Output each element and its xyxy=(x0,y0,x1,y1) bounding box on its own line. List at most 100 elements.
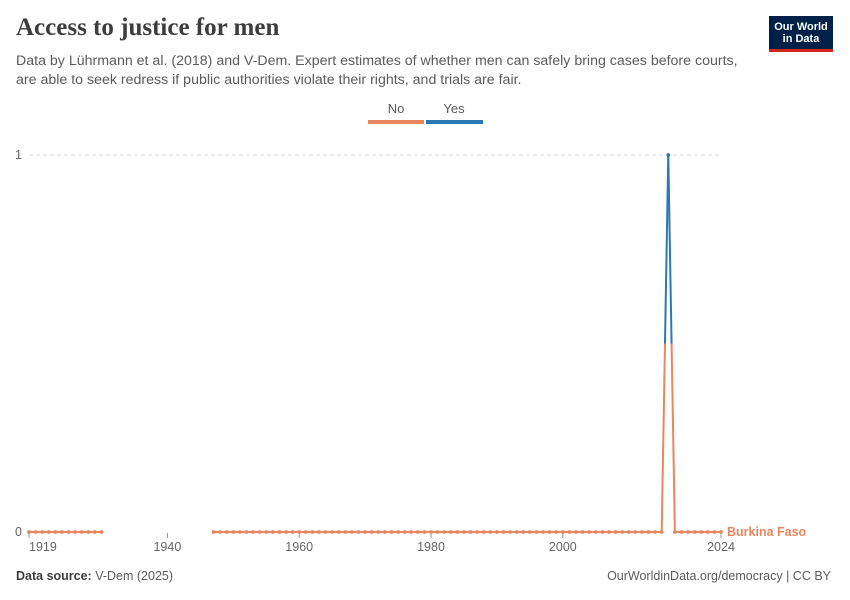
data-point[interactable] xyxy=(270,530,275,534)
data-point[interactable] xyxy=(587,530,592,534)
data-point[interactable] xyxy=(672,530,677,534)
legend-yes-swatch[interactable] xyxy=(426,120,483,124)
legend-no-swatch[interactable] xyxy=(368,120,424,124)
data-point[interactable] xyxy=(99,530,104,534)
data-point[interactable] xyxy=(429,530,433,534)
data-point[interactable] xyxy=(310,530,315,534)
data-point[interactable] xyxy=(686,530,690,534)
data-point[interactable] xyxy=(475,530,480,534)
data-point[interactable] xyxy=(402,530,407,534)
data-point[interactable] xyxy=(218,530,223,534)
data-point[interactable] xyxy=(607,530,611,534)
data-point[interactable] xyxy=(93,530,97,534)
data-point[interactable] xyxy=(534,530,539,534)
data-point[interactable] xyxy=(646,530,651,534)
data-point[interactable] xyxy=(705,530,710,534)
data-point[interactable] xyxy=(593,530,598,534)
data-point[interactable] xyxy=(468,530,473,534)
data-point[interactable] xyxy=(600,530,605,534)
data-point[interactable] xyxy=(554,530,559,534)
data-point[interactable] xyxy=(297,530,302,534)
data-point[interactable] xyxy=(679,530,684,534)
data-point[interactable] xyxy=(633,530,638,534)
data-point[interactable] xyxy=(653,530,657,534)
data-point[interactable] xyxy=(409,530,414,534)
data-point[interactable] xyxy=(33,530,38,534)
data-point[interactable] xyxy=(336,530,341,534)
data-point[interactable] xyxy=(626,530,631,534)
data-point[interactable] xyxy=(264,530,269,534)
series-line-segment xyxy=(667,154,673,344)
data-point[interactable] xyxy=(382,530,387,534)
data-point[interactable] xyxy=(27,530,31,534)
data-point[interactable] xyxy=(79,530,84,534)
data-point[interactable] xyxy=(527,530,532,534)
data-point[interactable] xyxy=(620,530,625,534)
series-line-segment xyxy=(663,154,670,344)
legend-yes-label[interactable]: Yes xyxy=(443,101,465,116)
data-point[interactable] xyxy=(389,530,394,534)
data-point[interactable] xyxy=(277,530,282,534)
data-point[interactable] xyxy=(343,530,348,534)
data-point[interactable] xyxy=(462,530,466,534)
series-label-burkina-faso[interactable]: Burkina Faso xyxy=(727,525,807,539)
data-point[interactable] xyxy=(53,530,58,534)
data-point[interactable] xyxy=(244,530,249,534)
data-point[interactable] xyxy=(666,153,671,157)
data-point[interactable] xyxy=(376,530,381,534)
data-point[interactable] xyxy=(541,530,545,534)
data-point[interactable] xyxy=(442,530,447,534)
data-point[interactable] xyxy=(560,530,565,534)
data-point[interactable] xyxy=(86,530,91,534)
footer-link[interactable]: OurWorldinData.org/democracy | CC BY xyxy=(607,569,831,583)
data-point[interactable] xyxy=(640,530,644,534)
data-point[interactable] xyxy=(330,530,335,534)
data-point[interactable] xyxy=(60,530,64,534)
data-point[interactable] xyxy=(699,530,704,534)
legend-no-label[interactable]: No xyxy=(387,101,405,116)
data-point[interactable] xyxy=(435,530,440,534)
data-point[interactable] xyxy=(719,530,723,534)
data-point[interactable] xyxy=(574,530,578,534)
data-point[interactable] xyxy=(290,530,295,534)
data-point[interactable] xyxy=(547,530,552,534)
data-point[interactable] xyxy=(613,530,618,534)
data-point[interactable] xyxy=(66,530,71,534)
data-point[interactable] xyxy=(251,530,255,534)
data-point[interactable] xyxy=(396,530,400,534)
data-point[interactable] xyxy=(567,530,572,534)
data-point[interactable] xyxy=(350,530,354,534)
data-point[interactable] xyxy=(448,530,453,534)
data-point[interactable] xyxy=(224,530,229,534)
data-source-value[interactable]: V-Dem (2025) xyxy=(95,569,174,583)
data-point[interactable] xyxy=(455,530,460,534)
data-point[interactable] xyxy=(692,530,697,534)
data-point[interactable] xyxy=(323,530,328,534)
data-point[interactable] xyxy=(521,530,526,534)
data-point[interactable] xyxy=(422,530,427,534)
data-point[interactable] xyxy=(580,530,585,534)
data-point[interactable] xyxy=(501,530,506,534)
data-point[interactable] xyxy=(257,530,262,534)
data-point[interactable] xyxy=(237,530,242,534)
data-point[interactable] xyxy=(73,530,78,534)
data-point[interactable] xyxy=(231,530,236,534)
data-point[interactable] xyxy=(211,530,216,534)
data-point[interactable] xyxy=(303,530,308,534)
data-point[interactable] xyxy=(508,530,513,534)
owid-logo[interactable]: Our World in Data xyxy=(769,16,833,52)
data-point[interactable] xyxy=(363,530,368,534)
data-point[interactable] xyxy=(495,530,499,534)
data-point[interactable] xyxy=(712,530,717,534)
data-point[interactable] xyxy=(46,530,51,534)
data-point[interactable] xyxy=(284,530,288,534)
data-point[interactable] xyxy=(415,530,420,534)
data-point[interactable] xyxy=(659,530,664,534)
data-point[interactable] xyxy=(488,530,493,534)
data-point[interactable] xyxy=(40,530,45,534)
data-point[interactable] xyxy=(317,530,321,534)
data-point[interactable] xyxy=(514,530,519,534)
data-point[interactable] xyxy=(481,530,486,534)
data-point[interactable] xyxy=(369,530,374,534)
data-point[interactable] xyxy=(356,530,361,534)
